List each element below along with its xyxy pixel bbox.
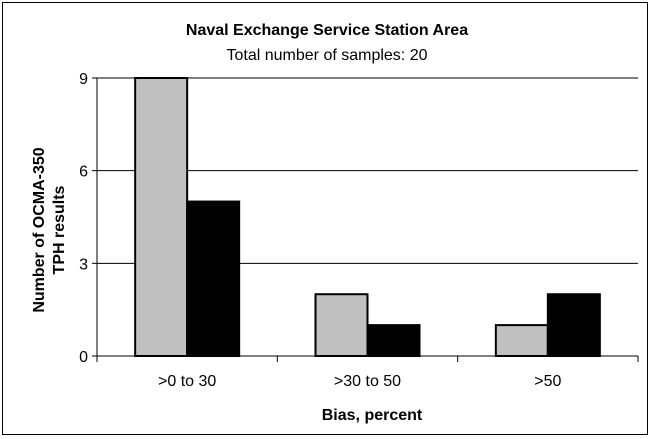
y-axis-ticks: 0 3 6 9 bbox=[79, 71, 97, 366]
y-tick-label: 3 bbox=[79, 256, 88, 273]
y-tick-label: 0 bbox=[79, 349, 88, 366]
x-tick-label: >50 bbox=[534, 373, 561, 390]
x-tick-label: >0 to 30 bbox=[158, 373, 216, 390]
chart-title: Naval Exchange Service Station Area bbox=[186, 22, 468, 39]
bars bbox=[134, 77, 601, 358]
chart-subtitle: Total number of samples: 20 bbox=[227, 47, 428, 64]
y-tick-label: 9 bbox=[79, 71, 88, 88]
chart-frame bbox=[2, 2, 648, 435]
y-tick-label: 6 bbox=[79, 164, 88, 181]
y-axis-title: Number of OCMA-350 TPH results bbox=[31, 147, 68, 312]
bar-1-2 bbox=[314, 293, 369, 358]
x-tick-label: >30 to 50 bbox=[334, 373, 401, 390]
bar-1-1 bbox=[134, 77, 189, 357]
bar-2-1 bbox=[186, 200, 241, 357]
bar-2-2 bbox=[366, 324, 421, 358]
x-axis-ticks: >0 to 30 >30 to 50 >50 bbox=[96, 356, 639, 390]
bar-1-3 bbox=[494, 324, 549, 358]
y-axis-title-line1: Number of OCMA-350 bbox=[31, 147, 48, 312]
x-axis-title: Bias, percent bbox=[322, 407, 423, 424]
bar-2-3 bbox=[546, 293, 601, 358]
y-axis-title-line2: TPH results bbox=[51, 185, 68, 274]
